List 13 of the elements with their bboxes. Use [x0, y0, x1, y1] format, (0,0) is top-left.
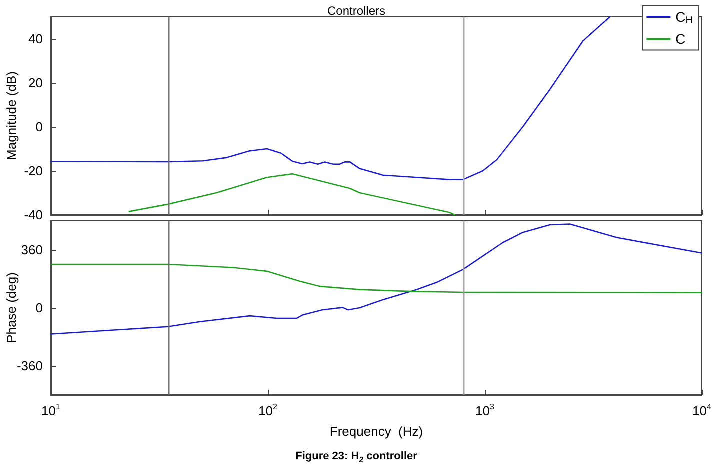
- y-tick-label: 0: [36, 120, 43, 134]
- y-tick-label: -360: [16, 358, 43, 374]
- legend-label: C: [676, 31, 686, 48]
- y-tick-label: 0: [36, 300, 43, 316]
- x-axis-title: Frequency (Hz): [330, 424, 424, 439]
- y-axis-title: Magnitude (dB): [4, 72, 19, 160]
- y-tick-label: 40: [28, 32, 43, 46]
- y-tick-label: 360: [21, 242, 43, 258]
- y-axis-title: Phase (deg): [4, 272, 19, 344]
- y-tick-label: -40: [24, 208, 43, 222]
- y-tick-label: -20: [24, 164, 43, 178]
- y-tick-label: 20: [28, 76, 43, 90]
- chart-title: Controllers: [327, 4, 386, 18]
